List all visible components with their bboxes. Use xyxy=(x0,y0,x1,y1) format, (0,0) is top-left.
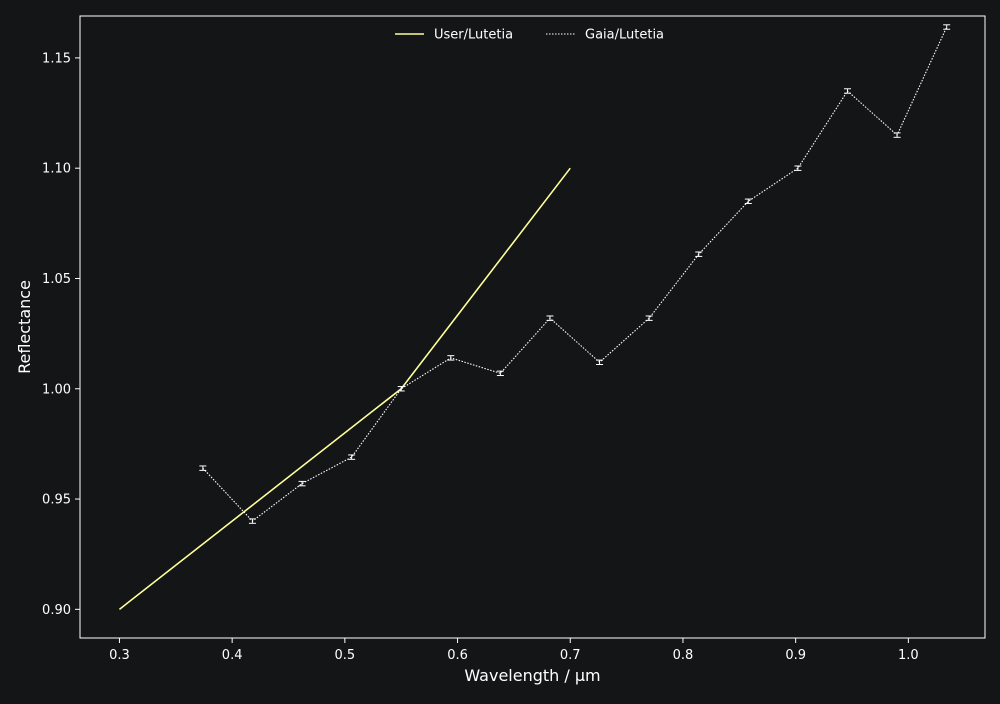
y-tick-label: 1.15 xyxy=(42,51,71,66)
y-tick-label: 1.10 xyxy=(42,162,71,177)
x-tick-label: 0.5 xyxy=(335,648,356,663)
x-tick-label: 0.9 xyxy=(785,648,806,663)
plot-frame xyxy=(79,15,986,639)
error-bar xyxy=(744,198,752,204)
y-tick-label: 1.00 xyxy=(42,382,71,397)
x-axis-title: Wavelength / µm xyxy=(464,666,600,685)
error-bar xyxy=(348,454,356,460)
error-bar xyxy=(546,315,554,321)
plot-content xyxy=(118,24,951,610)
y-axis-title: Reflectance xyxy=(15,280,34,374)
x-tick-label: 0.4 xyxy=(222,648,243,663)
error-bar xyxy=(496,370,504,377)
y-tick-label: 1.05 xyxy=(42,272,71,287)
error-bar xyxy=(397,386,405,392)
x-tick-label: 0.7 xyxy=(560,648,581,663)
error-bar xyxy=(298,480,306,487)
y-axis: 0.90 0.95 1.00 1.05 1.10 1.15 xyxy=(42,51,80,618)
x-tick-label: 0.6 xyxy=(447,648,468,663)
error-bar xyxy=(447,355,455,361)
x-tick-label: 1.0 xyxy=(898,648,919,663)
y-tick-label: 0.90 xyxy=(42,603,71,618)
error-bar xyxy=(844,88,852,94)
legend-label-gaia-lutetia: Gaia/Lutetia xyxy=(585,28,664,43)
x-tick-label: 0.3 xyxy=(109,648,130,663)
y-tick-label: 0.95 xyxy=(42,493,71,508)
error-bar xyxy=(893,132,901,138)
error-bar xyxy=(596,359,604,365)
error-bar xyxy=(248,518,256,524)
error-bar xyxy=(943,24,951,30)
error-bar xyxy=(199,465,207,471)
error-bar xyxy=(695,251,703,257)
x-axis: 0.3 0.4 0.5 0.6 0.7 0.8 0.9 1.0 xyxy=(109,638,919,663)
x-tick-label: 0.8 xyxy=(673,648,694,663)
series-line-user-lutetia xyxy=(118,167,571,610)
legend-label-user-lutetia: User/Lutetia xyxy=(434,28,513,43)
error-bar xyxy=(645,315,653,321)
error-bar xyxy=(794,165,802,171)
series-line-gaia-lutetia xyxy=(202,26,948,522)
legend: User/Lutetia Gaia/Lutetia xyxy=(395,28,664,43)
